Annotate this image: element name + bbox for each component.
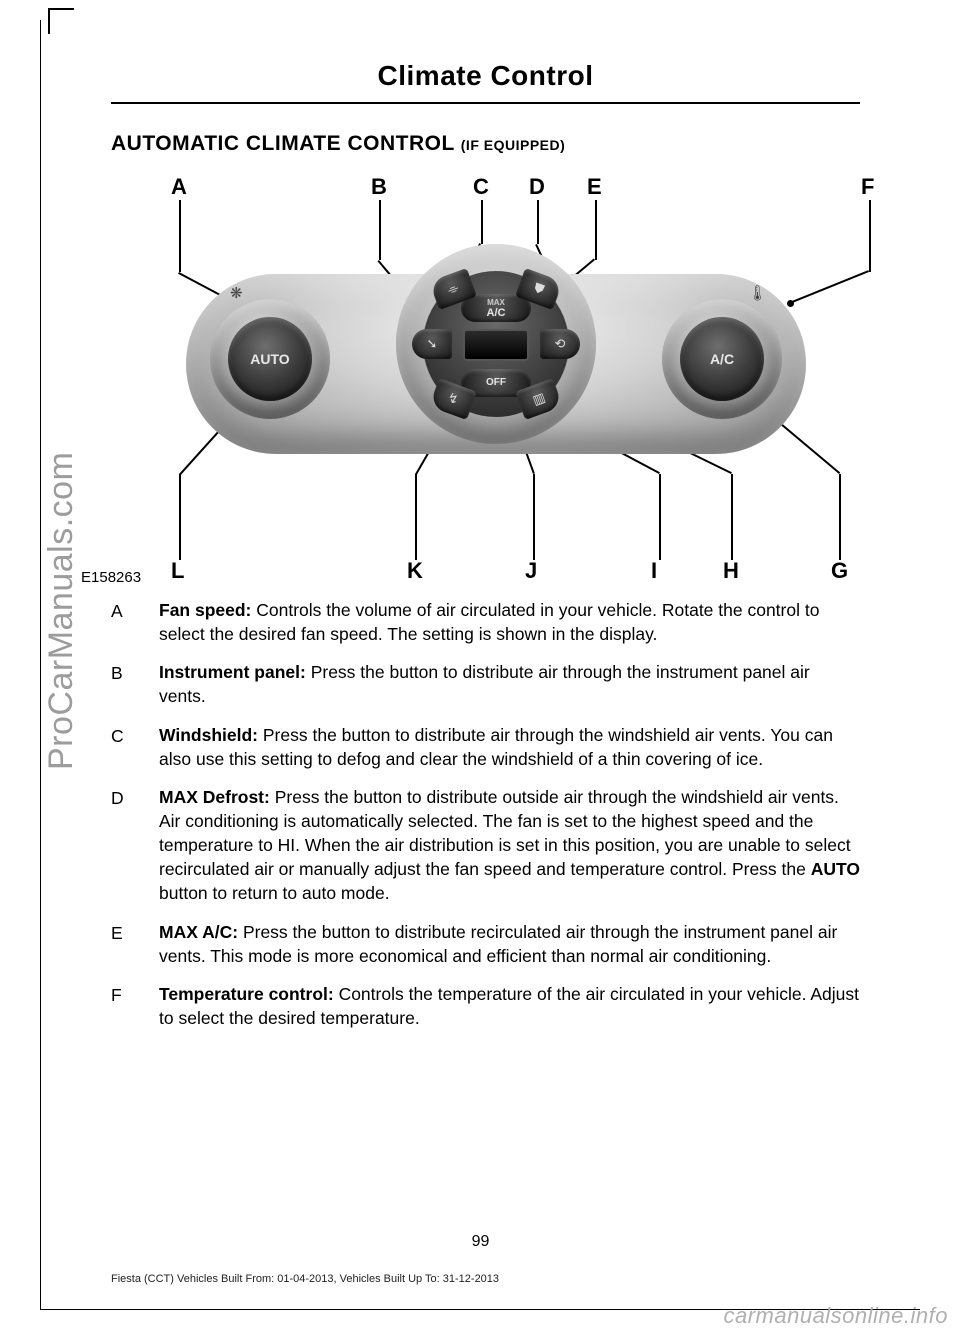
section-sub: (IF EQUIPPED) [461,137,566,153]
fan-knob: AUTO [210,299,330,419]
callout-B: B [371,174,387,200]
definition-term: Fan speed: [159,600,251,620]
recirc-btn-icon: ⟲ [540,329,580,359]
diagram: A B C D E F L K J I H G E158263 [111,174,881,584]
definition-term: MAX A/C: [159,922,238,942]
inline-bold-auto: AUTO [811,859,860,879]
page-frame: Climate Control AUTOMATIC CLIMATE CONTRO… [40,20,920,1310]
definition-text: Press the button to distribute air throu… [159,725,833,769]
definition-term: MAX Defrost: [159,787,270,807]
page-number: 99 [41,1233,920,1251]
definition-body: Instrument panel: Press the button to di… [159,660,860,708]
definition-row: E MAX A/C: Press the button to distribut… [111,920,860,968]
callout-E: E [587,174,602,200]
leader-line [179,200,181,272]
definition-letter: C [111,723,135,771]
temp-knob: A/C [662,299,782,419]
climate-unit: MAX A/C OFF ⌯ ⛊ ➘ ⟲ ↯ ▥ AUTO ❋ A/C 🌡 [186,234,806,514]
leader-line [869,200,871,272]
definition-body: MAX A/C: Press the button to distribute … [159,920,860,968]
callout-J: J [525,558,537,584]
definition-body: Fan speed: Controls the volume of air ci… [159,598,860,646]
temp-icon: 🌡 [748,284,767,302]
leader-line [179,474,181,560]
definition-row: D MAX Defrost: Press the button to distr… [111,785,860,906]
lcd-display [463,329,529,361]
callout-H: H [723,558,739,584]
definition-row: C Windshield: Press the button to distri… [111,723,860,771]
panel-btn-icon: ➘ [412,329,452,359]
definition-term: Instrument panel: [159,662,306,682]
definition-row: F Temperature control: Controls the temp… [111,982,860,1030]
diagram-id: E158263 [81,569,141,586]
page-title: Climate Control [111,60,860,104]
section-main: AUTOMATIC CLIMATE CONTROL [111,132,454,155]
definition-term: Windshield: [159,725,258,745]
definition-term: Temperature control: [159,984,334,1004]
callout-D: D [529,174,545,200]
definition-body: Temperature control: Controls the temper… [159,982,860,1030]
definition-body: MAX Defrost: Press the button to distrib… [159,785,860,906]
definition-row: B Instrument panel: Press the button to … [111,660,860,708]
callout-F: F [861,174,874,200]
definition-text: Press the button to distribute recircula… [159,922,837,966]
fan-knob-label: AUTO [228,317,312,401]
definition-list: A Fan speed: Controls the volume of air … [111,598,860,1030]
max-ac-l2: A/C [461,308,531,319]
leader-line [839,474,841,560]
section-heading: AUTOMATIC CLIMATE CONTROL (IF EQUIPPED) [111,132,860,156]
brand-footer: carmanualsonline.info [723,1303,948,1329]
definition-text: Controls the volume of air circulated in… [159,600,819,644]
definition-body: Windshield: Press the button to distribu… [159,723,860,771]
callout-A: A [171,174,187,200]
callout-K: K [407,558,423,584]
temp-knob-label: A/C [680,317,764,401]
definition-letter: A [111,598,135,646]
definition-letter: B [111,660,135,708]
definition-letter: E [111,920,135,968]
footer-note: Fiesta (CCT) Vehicles Built From: 01-04-… [111,1273,499,1285]
definition-row: A Fan speed: Controls the volume of air … [111,598,860,646]
fan-icon: ❋ [230,284,243,302]
callout-I: I [651,558,657,584]
definition-letter: D [111,785,135,906]
definition-letter: F [111,982,135,1030]
definition-text-post: button to return to auto mode. [159,883,390,903]
callout-L: L [171,558,184,584]
callout-C: C [473,174,489,200]
callout-G: G [831,558,848,584]
